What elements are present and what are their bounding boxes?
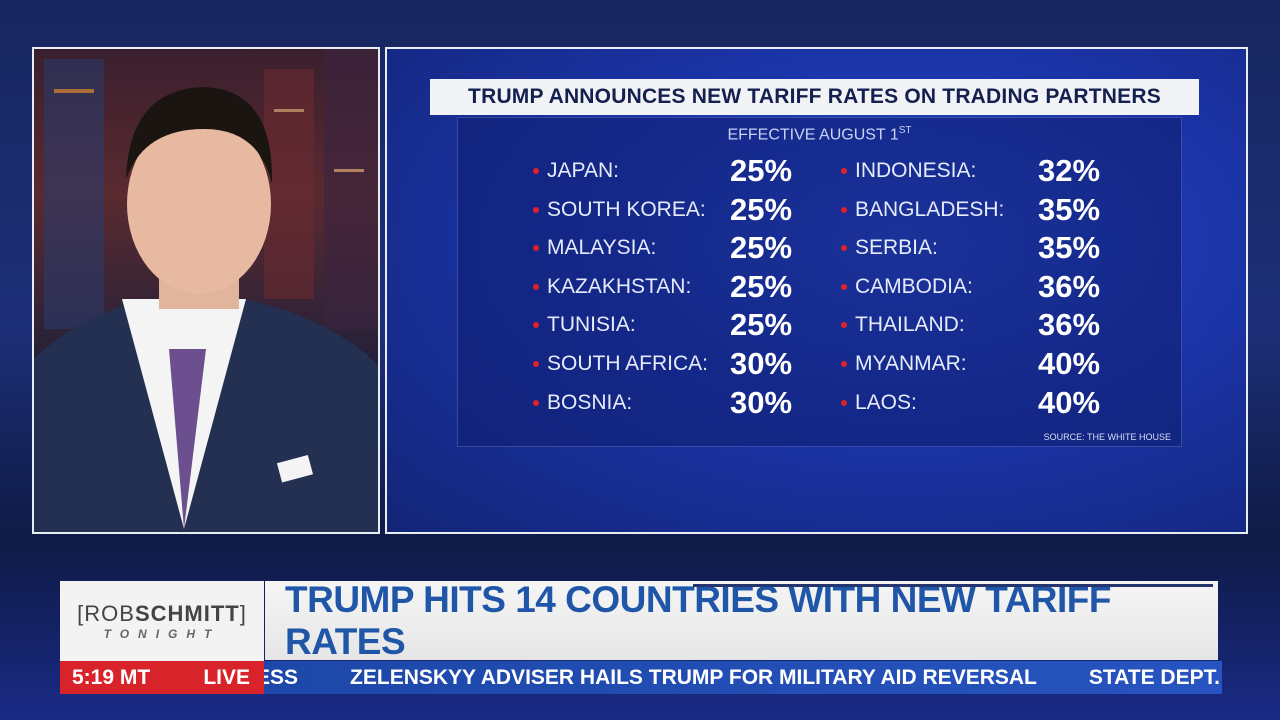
bullet-icon bbox=[841, 322, 847, 328]
source-credit: SOURCE: THE WHITE HOUSE bbox=[1043, 432, 1171, 442]
show-logo: [ROBSCHMITT] TONIGHT bbox=[60, 581, 264, 661]
tariff-graphic-panel: TRUMP ANNOUNCES NEW TARIFF RATES ON TRAD… bbox=[385, 47, 1248, 534]
logo-title: [ROBSCHMITT] bbox=[77, 601, 247, 626]
ticker-item: ZELENSKYY ADVISER HAILS TRUMP FOR MILITA… bbox=[350, 665, 1037, 689]
country-name: JAPAN: bbox=[547, 159, 619, 182]
country-name: SERBIA: bbox=[855, 236, 938, 259]
tariff-rate: 30% bbox=[730, 346, 793, 381]
country-name: SOUTH AFRICA: bbox=[547, 352, 709, 375]
tariff-rate: 25% bbox=[730, 307, 793, 342]
country-name: CAMBODIA: bbox=[855, 275, 973, 298]
live-badge: LIVE bbox=[203, 665, 250, 689]
tariff-rate: 25% bbox=[730, 269, 793, 304]
tariff-row: BOSNIA: 30% bbox=[533, 385, 792, 421]
bullet-icon bbox=[533, 400, 539, 406]
tariff-row: TUNISIA: 25% bbox=[533, 307, 792, 343]
tariff-row: BANGLADESH: 35% bbox=[841, 192, 1100, 228]
headline-accent-line bbox=[693, 584, 1213, 587]
tariff-row: MYANMAR: 40% bbox=[841, 346, 1100, 382]
country-name: SOUTH KOREA: bbox=[547, 198, 706, 221]
bullet-icon bbox=[533, 168, 539, 174]
bullet-icon bbox=[841, 245, 847, 251]
graphic-title: TRUMP ANNOUNCES NEW TARIFF RATES ON TRAD… bbox=[430, 79, 1199, 115]
country-name: TUNISIA: bbox=[547, 313, 636, 336]
tariff-rate: 36% bbox=[1038, 269, 1101, 304]
bullet-icon bbox=[533, 207, 539, 213]
tariff-row: SOUTH AFRICA: 30% bbox=[533, 346, 792, 382]
tariff-row: SOUTH KOREA: 25% bbox=[533, 192, 792, 228]
bullet-icon bbox=[841, 361, 847, 367]
effective-date-text: EFFECTIVE AUGUST 1 bbox=[727, 126, 899, 144]
news-ticker: ESS ZELENSKYY ADVISER HAILS TRUMP FOR MI… bbox=[264, 661, 1222, 694]
host-figure bbox=[34, 49, 378, 532]
country-name: KAZAKHSTAN: bbox=[547, 275, 692, 298]
tariff-rate: 36% bbox=[1038, 307, 1101, 342]
tariff-rate: 25% bbox=[730, 153, 793, 188]
country-name: INDONESIA: bbox=[855, 159, 977, 182]
tariff-rate: 35% bbox=[1038, 192, 1101, 227]
tariff-row: KAZAKHSTAN: 25% bbox=[533, 269, 792, 305]
effective-date: EFFECTIVE AUGUST 1ST bbox=[458, 125, 1181, 144]
tariff-row: CAMBODIA: 36% bbox=[841, 269, 1100, 305]
tariff-rate: 32% bbox=[1038, 153, 1101, 188]
ticker-item: STATE DEPT.: HA bbox=[1088, 665, 1222, 689]
host-video-feed bbox=[32, 47, 380, 534]
bullet-icon bbox=[841, 284, 847, 290]
ticker-item: ESS bbox=[264, 665, 299, 689]
tariff-row: MALAYSIA: 25% bbox=[533, 230, 792, 266]
tariff-rate: 40% bbox=[1038, 385, 1101, 420]
effective-date-suffix: ST bbox=[898, 125, 912, 136]
bullet-icon bbox=[533, 284, 539, 290]
bullet-icon bbox=[841, 168, 847, 174]
tariff-rate: 30% bbox=[730, 385, 793, 420]
country-name: BANGLADESH: bbox=[855, 198, 1005, 221]
clock-time: 5:19 MT bbox=[72, 665, 151, 689]
bullet-icon bbox=[841, 400, 847, 406]
bullet-icon bbox=[533, 245, 539, 251]
country-name: MYANMAR: bbox=[855, 352, 967, 375]
logo-tonight: TONIGHT bbox=[103, 627, 221, 641]
country-name: BOSNIA: bbox=[547, 391, 633, 414]
tariff-rate: 25% bbox=[730, 192, 793, 227]
tariff-row: LAOS: 40% bbox=[841, 385, 1100, 421]
bullet-icon bbox=[533, 322, 539, 328]
time-live-box: 5:19 MT LIVE bbox=[60, 661, 264, 694]
tariff-row: INDONESIA: 32% bbox=[841, 153, 1100, 189]
country-name: LAOS: bbox=[855, 391, 917, 414]
headline-banner: TRUMP HITS 14 COUNTRIES WITH NEW TARIFF … bbox=[265, 579, 1218, 662]
tariff-row: THAILAND: 36% bbox=[841, 307, 1100, 343]
logo-rob: ROB bbox=[84, 601, 135, 626]
tariff-rate: 40% bbox=[1038, 346, 1101, 381]
tariff-row: JAPAN: 25% bbox=[533, 153, 792, 189]
tariff-row: SERBIA: 35% bbox=[841, 230, 1100, 266]
tariff-table: EFFECTIVE AUGUST 1ST JAPAN: 25% SOUTH KORE… bbox=[457, 117, 1182, 447]
bullet-icon bbox=[841, 207, 847, 213]
tariff-rate: 35% bbox=[1038, 230, 1101, 265]
country-name: MALAYSIA: bbox=[547, 236, 657, 259]
bullet-icon bbox=[533, 361, 539, 367]
country-name: THAILAND: bbox=[855, 313, 965, 336]
tariff-rate: 25% bbox=[730, 230, 793, 265]
logo-schmitt: SCHMITT bbox=[134, 601, 240, 626]
